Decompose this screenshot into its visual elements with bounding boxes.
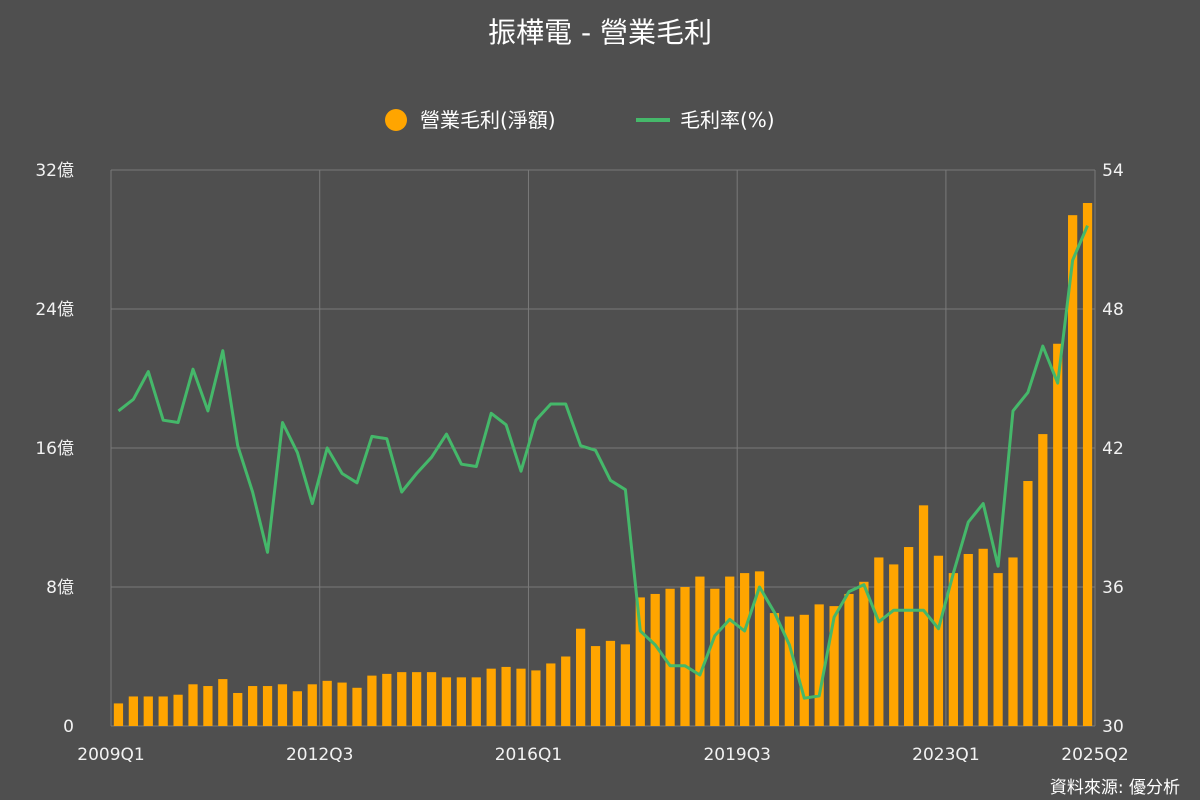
bar xyxy=(576,628,586,726)
bar xyxy=(605,640,616,726)
bar xyxy=(874,557,884,726)
bar xyxy=(546,663,556,726)
bar xyxy=(695,576,705,726)
bar xyxy=(277,684,288,726)
bar xyxy=(948,573,958,726)
bar xyxy=(814,604,824,726)
grid xyxy=(110,169,1096,727)
bar xyxy=(1038,434,1048,726)
bar xyxy=(963,553,973,726)
bar xyxy=(1068,215,1078,727)
bar xyxy=(1008,557,1018,726)
legend: 營業毛利(淨額) 毛利率(%) xyxy=(385,108,775,132)
bar xyxy=(1053,343,1063,726)
bar xyxy=(531,670,541,726)
bar xyxy=(188,684,198,726)
bar xyxy=(262,686,273,726)
left-tick-label: 32億 xyxy=(35,161,74,181)
bar xyxy=(113,703,124,726)
bar-series xyxy=(113,203,1093,727)
bar xyxy=(426,672,437,726)
right-axis: 30 36 42 48 54 xyxy=(1102,161,1124,737)
legend-bar-swatch xyxy=(385,109,407,131)
bar xyxy=(456,677,466,726)
x-tick-label: 2012Q3 xyxy=(286,745,353,765)
x-tick-label: 2025Q2 xyxy=(1061,745,1128,765)
bar xyxy=(203,686,213,726)
bar xyxy=(844,593,854,726)
bar xyxy=(143,696,153,726)
legend-line-label: 毛利率(%) xyxy=(680,108,775,132)
left-tick-label: 0 xyxy=(63,717,74,737)
bar xyxy=(561,656,571,726)
bar xyxy=(337,682,347,726)
x-axis: 2009Q1 2012Q3 2016Q1 2019Q3 2023Q1 2025Q2 xyxy=(77,745,1128,765)
bar xyxy=(128,696,138,726)
bar xyxy=(1023,481,1033,726)
line-series xyxy=(117,225,1089,700)
x-tick-label: 2023Q1 xyxy=(912,745,979,765)
bar xyxy=(441,677,452,726)
right-tick-label: 42 xyxy=(1102,439,1124,459)
chart-title: 振樺電 - 營業毛利 xyxy=(488,16,712,49)
right-tick-label: 30 xyxy=(1102,717,1124,737)
bar xyxy=(859,581,869,726)
bar xyxy=(382,673,392,726)
left-axis: 0 8億 16億 24億 32億 xyxy=(35,161,74,737)
bar xyxy=(367,675,377,726)
x-tick-label: 2016Q1 xyxy=(495,745,562,765)
bar xyxy=(769,613,780,726)
bar xyxy=(918,505,929,726)
bar xyxy=(784,616,794,726)
bar xyxy=(740,573,750,726)
bar xyxy=(799,614,809,726)
bar xyxy=(292,691,302,726)
bar xyxy=(993,573,1003,726)
left-tick-label: 8億 xyxy=(46,578,74,598)
bar xyxy=(233,692,243,726)
bar xyxy=(725,576,735,726)
bar xyxy=(933,555,944,726)
gross-margin-line xyxy=(117,225,1089,700)
bar xyxy=(978,548,988,726)
bar xyxy=(352,687,362,726)
bar xyxy=(620,644,630,726)
bar xyxy=(322,680,332,726)
bar xyxy=(590,646,601,726)
bar xyxy=(665,588,675,726)
bar xyxy=(754,571,765,726)
bar xyxy=(173,694,183,726)
right-tick-label: 36 xyxy=(1102,578,1124,598)
bar xyxy=(158,696,168,726)
legend-bar-label: 營業毛利(淨額) xyxy=(420,108,556,132)
x-tick-label: 2009Q1 xyxy=(77,745,144,765)
bar xyxy=(680,587,690,726)
bar xyxy=(397,672,407,726)
source-note: 資料來源: 優分析 xyxy=(1050,778,1180,798)
bar xyxy=(218,679,228,726)
left-tick-label: 24億 xyxy=(35,300,74,320)
bar xyxy=(471,677,481,726)
bar xyxy=(889,564,899,726)
bar xyxy=(501,666,511,726)
right-tick-label: 54 xyxy=(1102,161,1124,181)
bar xyxy=(412,672,422,726)
left-tick-label: 16億 xyxy=(35,439,74,459)
bar xyxy=(829,606,839,726)
right-tick-label: 48 xyxy=(1102,300,1124,320)
bar xyxy=(307,684,317,726)
bar xyxy=(248,686,258,726)
bar xyxy=(650,593,660,726)
bar xyxy=(486,668,496,726)
bar xyxy=(904,547,914,726)
bar xyxy=(1082,203,1093,726)
bar xyxy=(635,597,645,726)
bar xyxy=(710,588,720,726)
x-tick-label: 2019Q3 xyxy=(703,745,770,765)
bar xyxy=(516,668,526,726)
